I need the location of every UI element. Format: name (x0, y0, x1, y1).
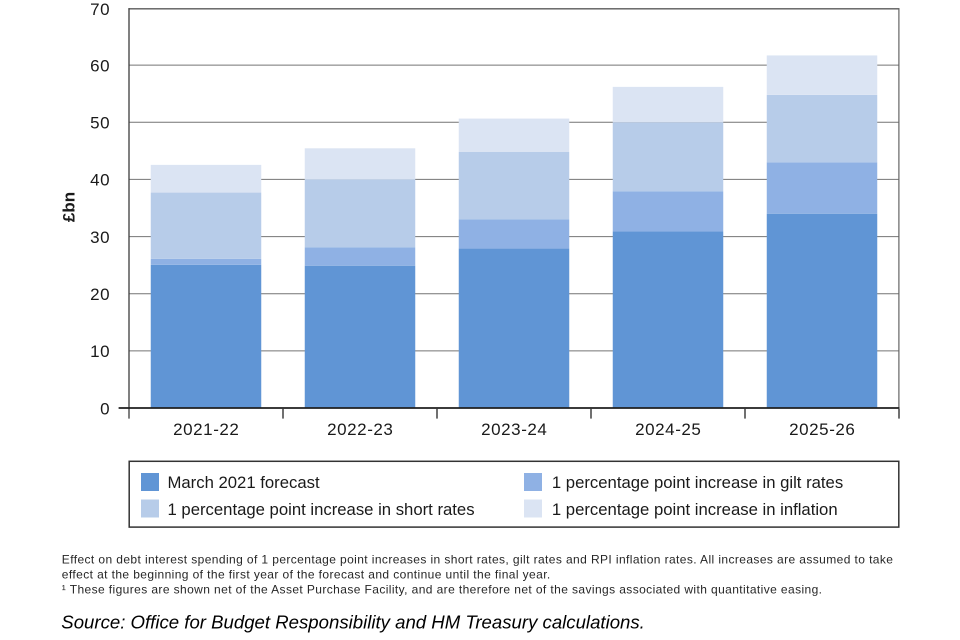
svg-text:40: 40 (90, 171, 110, 190)
svg-text:Source: Office for Budget Resp: Source: Office for Budget Responsibility… (61, 612, 645, 633)
svg-text:2021-22: 2021-22 (173, 420, 239, 439)
svg-text:effect at the beginning of the: effect at the beginning of the first yea… (62, 568, 551, 582)
svg-text:1 percentage point increase in: 1 percentage point increase in inflation (552, 500, 838, 519)
svg-text:50: 50 (90, 114, 110, 133)
svg-text:Effect on debt interest spendi: Effect on debt interest spending of 1 pe… (62, 552, 894, 566)
svg-text:70: 70 (90, 0, 110, 19)
svg-text:1 percentage point increase in: 1 percentage point increase in gilt rate… (552, 473, 843, 492)
svg-text:2022-23: 2022-23 (327, 420, 393, 439)
svg-text:10: 10 (90, 342, 110, 361)
svg-text:60: 60 (90, 56, 110, 75)
svg-text:1 percentage point increase in: 1 percentage point increase in short rat… (168, 500, 475, 519)
svg-text:2023-24: 2023-24 (481, 420, 547, 439)
svg-text:2024-25: 2024-25 (635, 420, 701, 439)
svg-text:£bn: £bn (60, 192, 79, 222)
svg-text:20: 20 (90, 285, 110, 304)
svg-text:¹ These figures are shown net: ¹ These figures are shown net of the Ass… (62, 583, 823, 597)
svg-text:0: 0 (100, 399, 110, 418)
svg-text:30: 30 (90, 228, 110, 247)
svg-text:March 2021 forecast: March 2021 forecast (168, 473, 320, 492)
svg-text:2025-26: 2025-26 (789, 420, 855, 439)
